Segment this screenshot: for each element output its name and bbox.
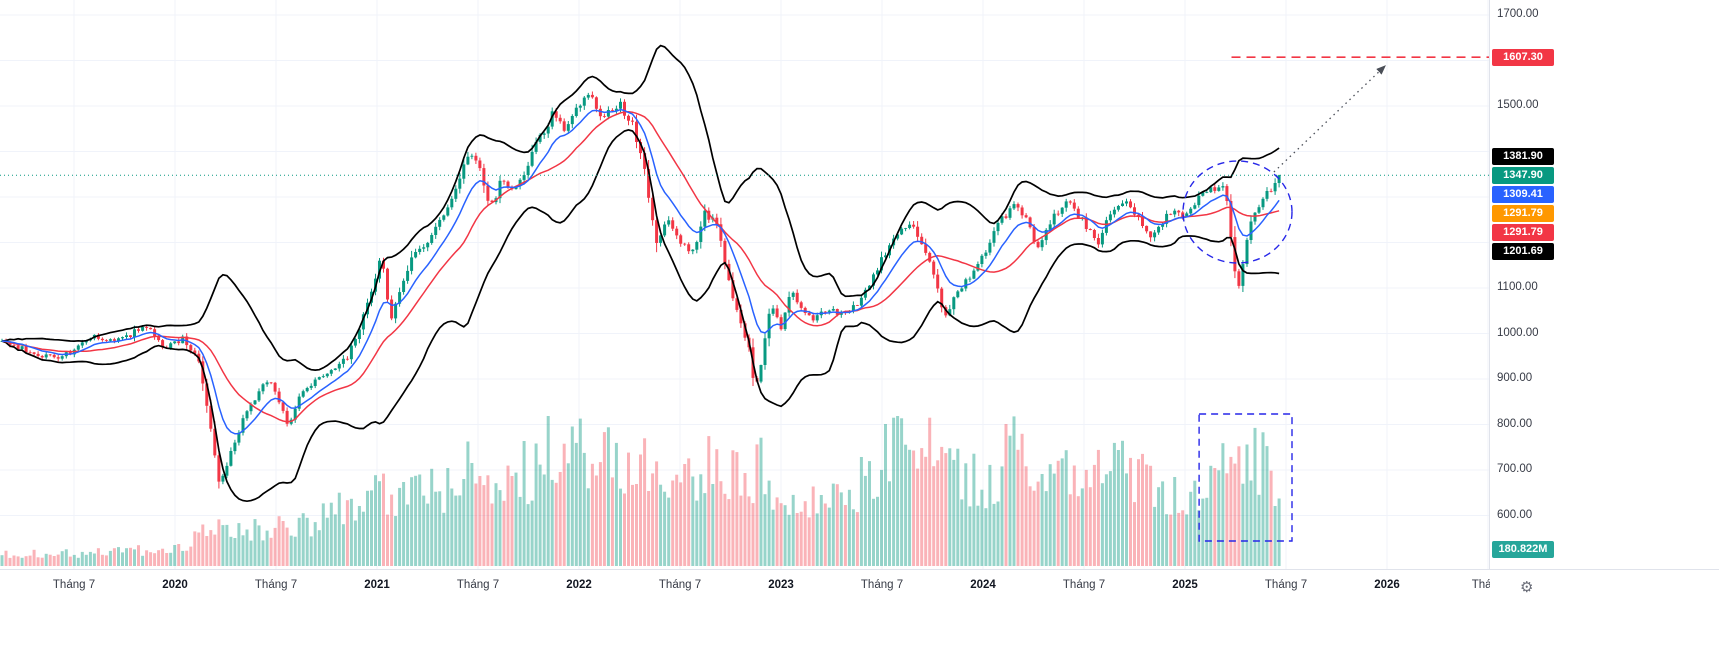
time-tick-label: 2021 — [364, 579, 390, 591]
volume-highlight-box — [1198, 413, 1293, 542]
price-tick-label: 1500.00 — [1497, 99, 1539, 111]
time-tick-label: Tháng 7 — [658, 579, 702, 591]
time-tick-label: 2024 — [970, 579, 996, 591]
time-tick-label: Tháng — [1471, 579, 1490, 591]
volume-tag: 180.822M — [1492, 541, 1554, 558]
price-tick-label: 1100.00 — [1497, 281, 1538, 293]
price-tick-label: 700.00 — [1497, 463, 1533, 475]
price-axis[interactable]: 1700.00 1500.00 1100.00 1000.00 900.00 800.00… — [1490, 0, 1719, 570]
time-tick-label: Tháng 7 — [52, 579, 96, 591]
bollinger-bands — [1, 44, 1280, 503]
time-tick-label: Tháng 7 — [254, 579, 298, 591]
price-axis-separator — [1489, 0, 1490, 570]
time-tick-label: 2026 — [1374, 579, 1400, 591]
time-tick-label: 2025 — [1172, 579, 1198, 591]
price-tick-label: 1700.00 — [1497, 8, 1539, 20]
time-tick-label: 2022 — [566, 579, 592, 591]
price-tag-last-price: 1347.90 — [1492, 167, 1554, 184]
time-tick-label: 2020 — [162, 579, 188, 591]
grid-lines — [0, 0, 1489, 569]
gear-icon[interactable]: ⚙ — [1520, 578, 1534, 596]
moving-averages — [1, 108, 1280, 435]
price-tick-label: 600.00 — [1497, 509, 1533, 521]
time-tick-label: Tháng 7 — [1062, 579, 1106, 591]
time-axis[interactable]: Tháng 7 2020 Tháng 7 2021 Tháng 7 2022 Tháng 7… — [0, 570, 1490, 655]
price-tag-bb-basis: 1291.79 — [1492, 205, 1554, 222]
time-tick-label: Tháng 7 — [456, 579, 500, 591]
time-tick-label: Tháng 7 — [860, 579, 904, 591]
candles — [0, 91, 1281, 489]
axis-corner: ⚙ — [1490, 570, 1719, 655]
price-tag-bb-lower: 1201.69 — [1492, 243, 1554, 260]
volume-bars — [0, 416, 1281, 566]
trend-arrow — [1273, 65, 1386, 173]
price-tag-ma-slow: 1291.79 — [1492, 224, 1554, 241]
time-axis-separator — [0, 569, 1719, 570]
price-tag-ma-fast: 1309.41 — [1492, 186, 1554, 203]
price-tick-label: 900.00 — [1497, 372, 1533, 384]
drawings-overlay[interactable] — [0, 56, 1489, 542]
price-tag-target: 1607.30 — [1492, 49, 1554, 66]
price-tag-bb-upper: 1381.90 — [1492, 148, 1554, 165]
price-tick-label: 1000.00 — [1497, 327, 1539, 339]
price-tick-label: 800.00 — [1497, 418, 1533, 430]
time-tick-label: 2023 — [768, 579, 794, 591]
time-tick-label: Tháng 7 — [1264, 579, 1308, 591]
highlight-ellipse — [1182, 160, 1293, 264]
